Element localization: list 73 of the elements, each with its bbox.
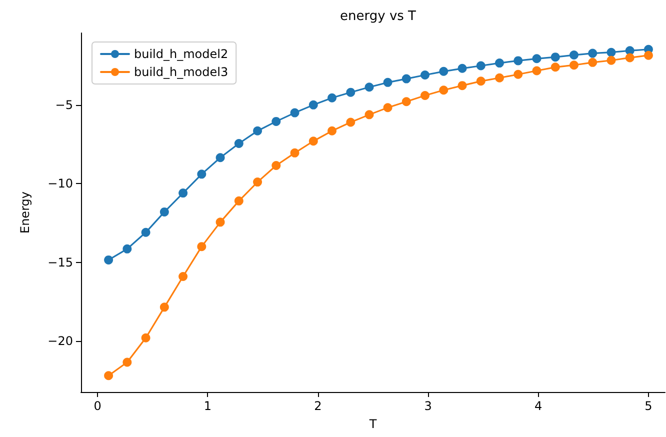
point <box>420 70 430 80</box>
point <box>234 196 244 206</box>
y-tick-label: −15 <box>48 255 73 270</box>
point <box>420 90 430 100</box>
point <box>402 97 411 106</box>
point <box>588 48 598 58</box>
point <box>439 86 448 95</box>
point <box>308 100 318 110</box>
point <box>216 153 225 162</box>
point <box>364 82 374 92</box>
legend-label: build_h_model2 <box>134 47 228 61</box>
x-tick-label: 5 <box>644 399 652 413</box>
point <box>328 126 337 136</box>
point <box>141 228 150 237</box>
point <box>439 66 448 76</box>
point <box>495 58 504 68</box>
point <box>346 88 356 97</box>
point <box>532 54 542 64</box>
point <box>476 61 486 70</box>
point <box>588 58 598 67</box>
x-axis-title: T <box>368 417 378 431</box>
point <box>364 110 374 120</box>
point <box>514 70 523 79</box>
point <box>476 76 486 86</box>
point <box>606 56 616 65</box>
point <box>122 358 132 367</box>
point <box>272 116 281 126</box>
point <box>606 48 616 57</box>
point <box>104 255 114 264</box>
point <box>234 138 244 148</box>
point <box>346 118 356 127</box>
point <box>216 218 225 227</box>
x-tick-label: 0 <box>94 399 102 413</box>
y-tick-label: −5 <box>55 98 73 112</box>
point <box>197 242 206 252</box>
point <box>495 73 504 82</box>
x-tick-label: 3 <box>424 399 432 413</box>
point <box>290 148 300 158</box>
x-tick-label: 4 <box>534 399 542 413</box>
point <box>569 60 578 70</box>
point <box>160 302 169 312</box>
y-tick-label: −10 <box>48 176 73 191</box>
x-tick-label: 2 <box>314 399 322 413</box>
legend-label: build_h_model3 <box>134 65 228 79</box>
point <box>383 78 392 87</box>
point <box>458 81 467 90</box>
point <box>328 93 337 102</box>
point <box>178 188 188 198</box>
point <box>141 333 150 342</box>
y-tick-label: −20 <box>48 334 73 348</box>
point <box>569 50 578 60</box>
point <box>197 170 206 179</box>
point <box>122 244 132 254</box>
point <box>625 53 634 62</box>
point <box>178 272 188 281</box>
point <box>104 371 114 380</box>
y-axis-title: Energy <box>18 191 32 234</box>
point <box>383 103 392 112</box>
point <box>550 62 560 72</box>
point <box>532 66 542 76</box>
point <box>253 126 262 136</box>
point <box>160 207 169 216</box>
point <box>514 56 523 66</box>
point <box>550 52 560 62</box>
point <box>308 136 318 146</box>
point <box>290 108 300 118</box>
point <box>644 50 653 60</box>
point <box>402 74 411 84</box>
point <box>253 178 262 187</box>
x-tick-label: 1 <box>204 399 212 413</box>
point <box>458 64 467 73</box>
point <box>272 161 281 170</box>
chart-title: energy vs T <box>340 9 416 24</box>
